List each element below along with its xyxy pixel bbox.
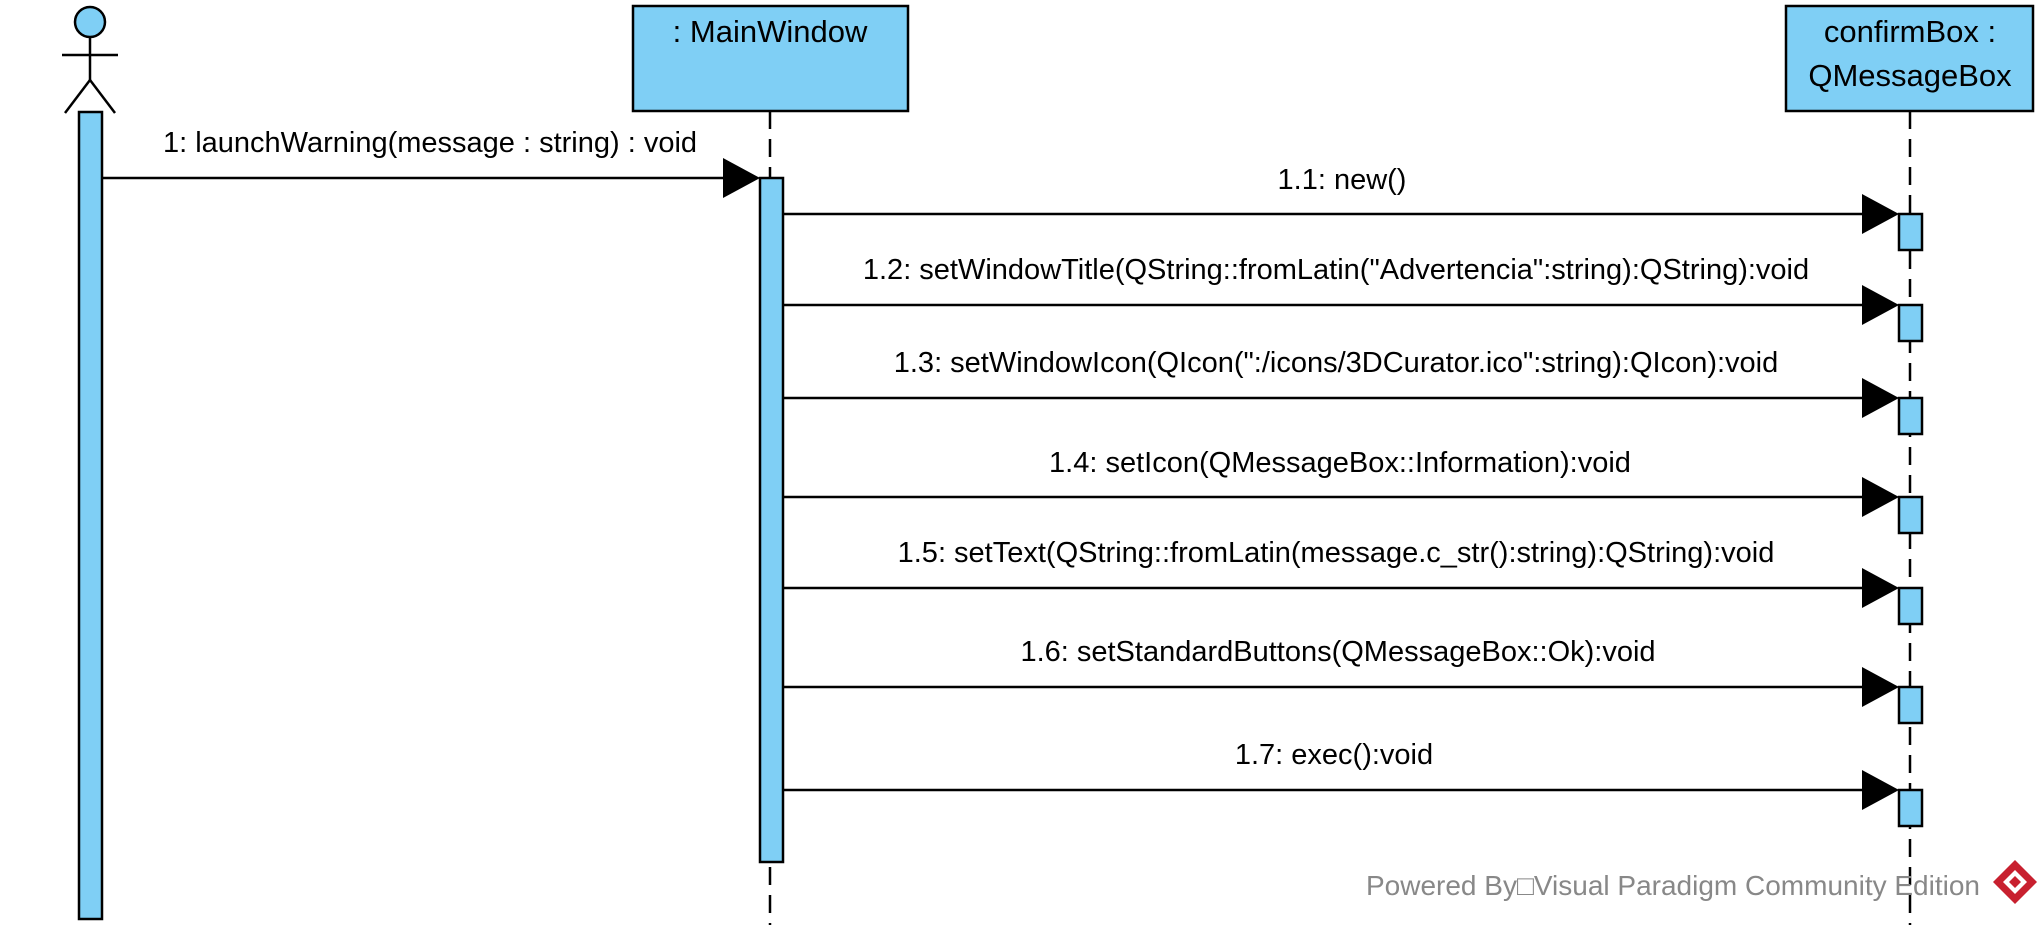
actor-activation-bar xyxy=(77,110,104,921)
message-1-3-arrowhead xyxy=(1862,378,1899,418)
message-1[interactable]: 1: launchWarning(message : string) : voi… xyxy=(102,127,760,198)
message-1-3-label: 1.3: setWindowIcon(QIcon(":/icons/3DCura… xyxy=(894,347,1779,379)
confirmbox-activation-1-3 xyxy=(1897,396,1924,436)
lifeline-confirmbox-title-line1: confirmBox : xyxy=(1824,14,1996,49)
confirmbox-activation-1-2 xyxy=(1897,303,1924,343)
message-1-4-label: 1.4: setIcon(QMessageBox::Information):v… xyxy=(1049,447,1631,479)
confirmbox-activation-1-6 xyxy=(1897,685,1924,725)
mainwindow-activation-bar xyxy=(758,176,785,864)
confirmbox-activation-1-4 xyxy=(1897,495,1924,535)
message-1-arrowhead xyxy=(723,158,760,198)
watermark: Powered By□Visual Paradigm Community Edi… xyxy=(1366,860,2037,904)
message-1-label: 1: launchWarning(message : string) : voi… xyxy=(163,127,697,159)
watermark-text: Powered By□Visual Paradigm Community Edi… xyxy=(1366,870,1980,901)
message-1-5-arrowhead xyxy=(1862,568,1899,608)
message-1-6-label: 1.6: setStandardButtons(QMessageBox::Ok)… xyxy=(1020,636,1655,668)
message-1-4[interactable]: 1.4: setIcon(QMessageBox::Information):v… xyxy=(783,447,1924,535)
message-1-2-label: 1.2: setWindowTitle(QString::fromLatin("… xyxy=(863,254,1809,286)
message-1-4-arrowhead xyxy=(1862,477,1899,517)
lifeline-confirmbox[interactable]: confirmBox : QMessageBox xyxy=(1784,4,2035,925)
message-1-1-label: 1.1: new() xyxy=(1278,164,1407,196)
message-1-7-arrowhead xyxy=(1862,770,1899,810)
lifeline-mainwindow[interactable]: : MainWindow xyxy=(631,4,910,925)
message-1-2-arrowhead xyxy=(1862,285,1899,325)
actor[interactable] xyxy=(62,5,118,114)
stick-figure-actor-icon xyxy=(62,5,118,114)
confirmbox-activation-1-1 xyxy=(1897,212,1924,252)
message-1-7-label: 1.7: exec():void xyxy=(1235,739,1433,771)
lifeline-confirmbox-title-line2: QMessageBox xyxy=(1808,58,2012,93)
lifeline-confirmbox-head xyxy=(1784,4,2035,113)
confirmbox-activation-1-7 xyxy=(1897,788,1924,828)
message-1-1[interactable]: 1.1: new() xyxy=(783,164,1924,252)
lifeline-mainwindow-head xyxy=(631,4,910,113)
message-1-6[interactable]: 1.6: setStandardButtons(QMessageBox::Ok)… xyxy=(783,636,1924,725)
message-1-2[interactable]: 1.2: setWindowTitle(QString::fromLatin("… xyxy=(783,254,1924,343)
message-1-5[interactable]: 1.5: setText(QString::fromLatin(message.… xyxy=(783,537,1924,626)
message-1-1-arrowhead xyxy=(1862,194,1899,234)
visual-paradigm-logo-icon xyxy=(1993,860,2037,904)
message-1-6-arrowhead xyxy=(1862,667,1899,707)
lifeline-mainwindow-title: : MainWindow xyxy=(673,14,868,49)
confirmbox-activation-1-5 xyxy=(1897,586,1924,626)
message-1-5-label: 1.5: setText(QString::fromLatin(message.… xyxy=(898,537,1775,569)
message-1-7[interactable]: 1.7: exec():void xyxy=(783,739,1924,828)
message-1-3[interactable]: 1.3: setWindowIcon(QIcon(":/icons/3DCura… xyxy=(783,347,1924,436)
